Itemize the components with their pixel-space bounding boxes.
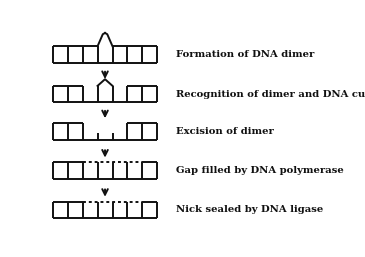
Text: Gap filled by DNA polymerase: Gap filled by DNA polymerase [176,166,343,175]
Text: Recognition of dimer and DNA cut: Recognition of dimer and DNA cut [176,90,365,99]
Text: Formation of DNA dimer: Formation of DNA dimer [176,50,314,59]
Text: Nick sealed by DNA ligase: Nick sealed by DNA ligase [176,205,323,214]
Text: Excision of dimer: Excision of dimer [176,127,274,136]
